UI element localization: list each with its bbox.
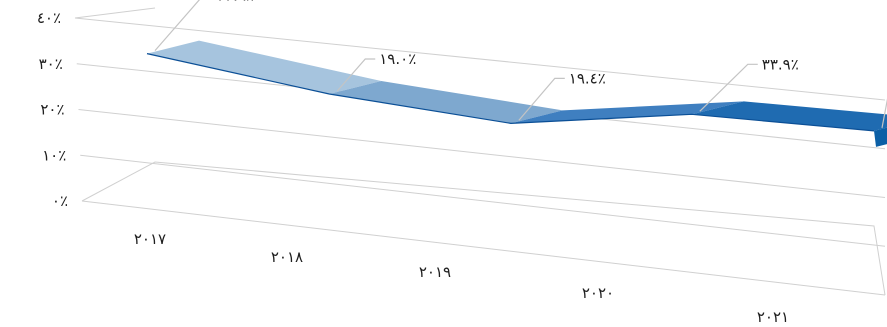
x-category-label-0: ٢٠١٧ — [134, 230, 166, 248]
floor-outline — [81, 161, 886, 296]
data-label-leader-2 — [518, 77, 565, 121]
data-label-3: ٣٣.٩٪ — [762, 55, 799, 73]
y-tick-label-1: ١٠٪ — [42, 146, 66, 164]
ribbon-segment-2 — [510, 101, 744, 124]
y-tick-label-3: ٣٠٪ — [39, 55, 63, 73]
gridlines — [74, 17, 886, 296]
gridline-4 — [74, 17, 886, 101]
data-label-leader-0 — [154, 0, 200, 51]
data-label-leader-4 — [881, 98, 887, 128]
x-axis-category-labels: ٢٠١٧ ٢٠١٨ ٢٠١٩ ٢٠٢٠ ٢٠٢١ — [134, 230, 789, 326]
gridline-2 — [78, 109, 886, 198]
data-label-leader-3 — [699, 63, 758, 112]
chart-floor — [74, 7, 886, 296]
ribbon-end-cap — [874, 127, 887, 147]
x-category-label-3: ٢٠٢٠ — [582, 284, 614, 302]
gridline-1 — [80, 154, 886, 247]
x-category-label-2: ٢٠١٩ — [419, 263, 451, 281]
series-front-line — [146, 53, 875, 132]
y-tick-label-4: ٤٠٪ — [37, 9, 61, 27]
series-ribbon — [146, 40, 887, 147]
left-wall-top — [74, 7, 156, 19]
data-label-2: ١٩.٤٪ — [569, 69, 606, 87]
y-tick-label-2: ٢٠٪ — [40, 101, 64, 119]
data-label-leader-1 — [336, 58, 376, 92]
data-label-leaders — [154, 0, 887, 128]
data-label-1: ١٩.٠٪ — [379, 50, 416, 68]
gridline-0 — [81, 200, 886, 296]
data-labels: ٢٢.٩٪١٩.٠٪١٩.٤٪٣٣.٩٪٣٨.٦٪ — [217, 0, 799, 87]
x-category-label-4: ٢٠٢١ — [757, 308, 789, 326]
ribbon-segment-1 — [329, 80, 563, 124]
y-axis-tick-labels: ٠٪ ١٠٪ ٢٠٪ ٣٠٪ ٤٠٪ — [37, 9, 68, 210]
y-tick-label-0: ٠٪ — [52, 192, 68, 210]
x-category-label-1: ٢٠١٨ — [271, 248, 303, 266]
data-label-0: ٢٢.٩٪ — [217, 0, 254, 5]
ribbon-segment-3 — [691, 101, 887, 131]
ribbon-segment-0 — [146, 40, 382, 94]
